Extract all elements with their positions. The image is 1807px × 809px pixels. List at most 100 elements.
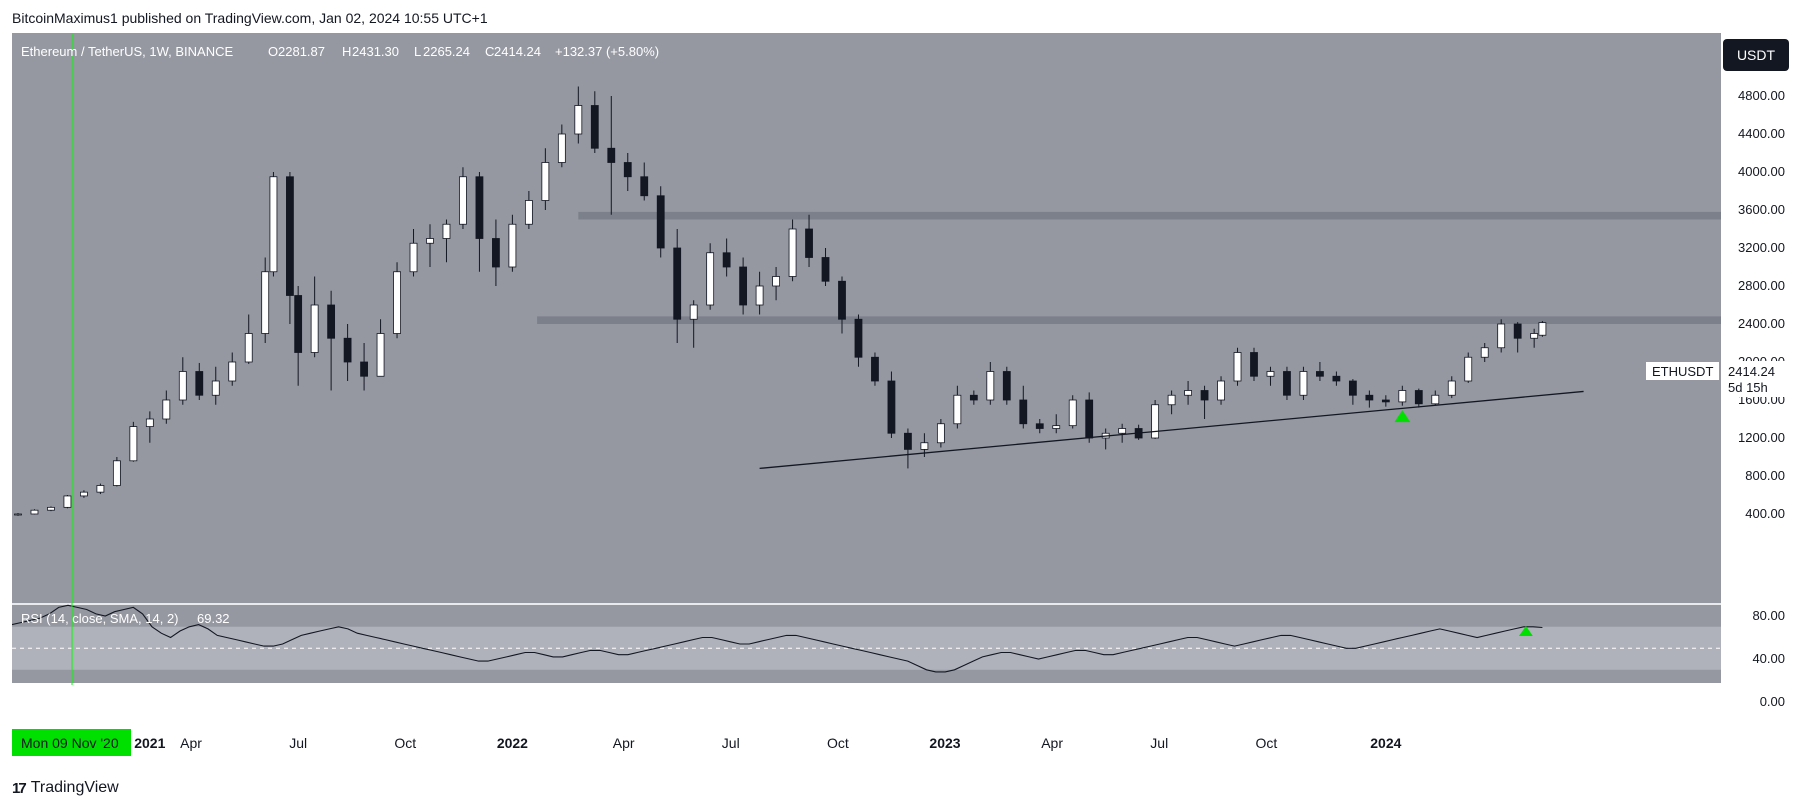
x-tick-label: Apr <box>613 735 635 751</box>
candle <box>1068 399 1077 427</box>
chart-frame[interactable]: 4800.00 4400.00 4000.00 3600.00 3200.00 2800.… <box>12 33 1793 765</box>
candles-group <box>14 86 1547 516</box>
candle <box>1299 371 1308 396</box>
candle <box>1332 375 1341 382</box>
rsi-tick-label: 0.00 <box>1760 694 1785 709</box>
legend-h-label: H <box>342 44 351 59</box>
candle <box>541 162 550 201</box>
y-axis-labels: 4800.00 4400.00 4000.00 3600.00 3200.00 2800.… <box>1738 88 1785 709</box>
y-tick-label: 4400.00 <box>1738 126 1785 141</box>
candle <box>459 176 467 225</box>
published-line: BitcoinMaximus1 published on TradingView… <box>12 10 488 26</box>
candle <box>310 304 319 353</box>
candle <box>1200 390 1209 401</box>
candle <box>1431 394 1440 405</box>
footer-brand-text: TradingView <box>30 779 119 796</box>
candle <box>1283 371 1291 396</box>
candle <box>1184 390 1192 396</box>
candle <box>1151 404 1160 439</box>
candle <box>343 337 352 363</box>
candle <box>887 380 896 434</box>
candle <box>1217 380 1225 401</box>
trendline-group <box>759 390 1584 470</box>
x-tick-label: 2021 <box>134 735 165 751</box>
candle <box>1250 352 1258 377</box>
candle <box>788 228 797 277</box>
candle <box>228 361 237 382</box>
candle <box>96 485 105 493</box>
candle <box>1085 399 1094 439</box>
trendline <box>759 390 1584 470</box>
last-price-value-box <box>1721 361 1793 397</box>
candle <box>393 271 401 334</box>
x-tick-label: Apr <box>180 735 202 751</box>
currency-button[interactable]: USDT <box>1723 39 1789 71</box>
legend-l-value: 2265.24 <box>423 44 470 59</box>
rsi-legend-value: 69.32 <box>197 611 230 626</box>
x-tick-label: 2023 <box>929 735 960 751</box>
x-tick-label: 2022 <box>497 735 528 751</box>
x-tick-label: Oct <box>827 735 849 751</box>
crosshair-date-box <box>12 729 131 756</box>
y-tick-label: 4800.00 <box>1738 88 1785 103</box>
legend-o-label: O <box>268 44 278 59</box>
legend-change: +132.37 (+5.80%) <box>555 44 659 59</box>
candle <box>805 228 813 258</box>
arrow-up-icon <box>1394 410 1411 423</box>
candle <box>838 280 846 320</box>
candle <box>772 276 780 287</box>
rsi-line <box>12 604 1543 673</box>
y-tick-label: 1200.00 <box>1738 430 1785 445</box>
candle <box>63 495 72 508</box>
candle <box>508 223 517 268</box>
x-tick-label: Jul <box>722 735 740 751</box>
legend-h-value: 2431.30 <box>352 44 399 59</box>
candle <box>360 361 368 377</box>
y-tick-label: 3600.00 <box>1738 202 1785 217</box>
candle <box>969 394 978 401</box>
candle <box>1019 399 1028 425</box>
candle <box>904 432 912 450</box>
legend-c-value: 2414.24 <box>494 44 541 59</box>
candle <box>1464 356 1473 382</box>
last-price-value: 2414.24 <box>1728 364 1775 379</box>
rsi-tick-label: 80.00 <box>1752 608 1785 623</box>
rsi-group <box>12 604 1721 673</box>
candle <box>871 356 879 382</box>
candle <box>426 238 434 244</box>
resistance-zone <box>578 211 1721 220</box>
crosshair-date: Mon 09 Nov '20 <box>21 735 119 751</box>
time-axis[interactable] <box>12 685 1793 765</box>
candle <box>145 418 154 427</box>
chart-canvas[interactable]: 4800.00 4400.00 4000.00 3600.00 3200.00 2800.… <box>12 33 1793 765</box>
rsi-tick-label: 40.00 <box>1752 651 1785 666</box>
candle <box>755 285 764 306</box>
candle <box>1348 380 1357 396</box>
candle <box>1398 390 1407 403</box>
candle <box>211 380 220 396</box>
candle <box>1118 428 1127 434</box>
last-price-countdown: 5d 15h <box>1728 380 1768 395</box>
candle <box>112 460 121 486</box>
candle <box>1381 399 1390 403</box>
legend-o-value: 2281.87 <box>278 44 325 59</box>
rsi-arrow-up-icon <box>1518 626 1533 637</box>
candle <box>640 176 649 197</box>
legend-symbol: Ethereum / TetherUS, 1W, BINANCE <box>21 44 233 59</box>
candle <box>261 271 270 334</box>
candle <box>673 247 682 320</box>
x-tick-label: 2024 <box>1370 735 1401 751</box>
candle <box>492 238 500 268</box>
candle <box>986 371 995 401</box>
legend-l-label: L <box>414 44 421 59</box>
candle <box>286 176 294 296</box>
x-tick-label: Oct <box>1255 735 1277 751</box>
y-tick-label: 2400.00 <box>1738 316 1785 331</box>
candle <box>1002 371 1011 401</box>
footer-brand: 17 TradingView <box>12 779 119 797</box>
x-tick-label: Apr <box>1041 735 1063 751</box>
candle <box>590 105 599 149</box>
price-axis[interactable] <box>1721 33 1793 683</box>
x-tick-label: Jul <box>1150 735 1168 751</box>
x-tick-label: Jul <box>289 735 307 751</box>
